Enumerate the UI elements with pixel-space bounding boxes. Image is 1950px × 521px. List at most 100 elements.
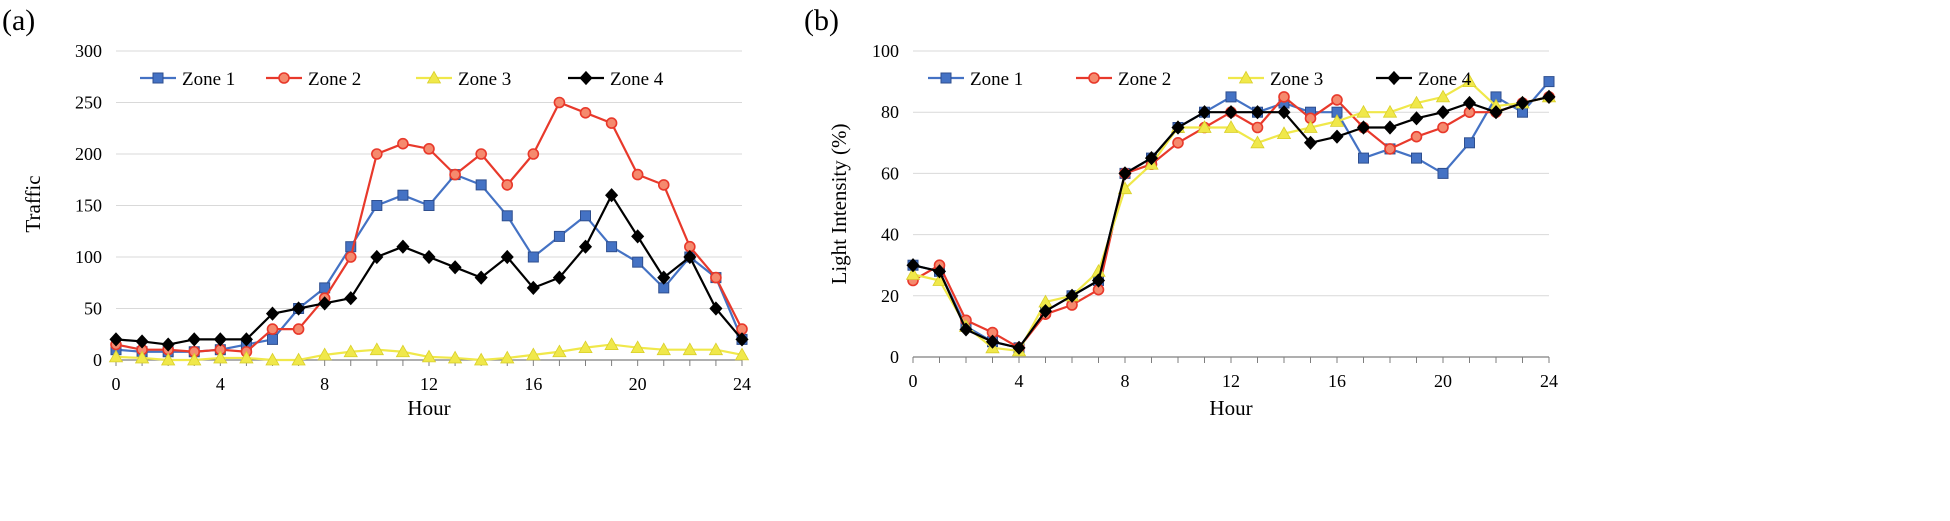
legend-label: Zone 1 [182,69,235,90]
data-point [1172,137,1184,149]
y-tick-label: 0 [890,347,899,367]
data-point [552,270,566,285]
data-point [265,306,280,321]
legend-label: Zone 2 [308,69,361,90]
data-point [317,347,332,361]
data-point [526,347,541,361]
data-point [1409,111,1424,126]
data-point [1411,152,1422,164]
data-point [475,179,487,191]
data-point [292,301,306,316]
data-point [1437,167,1449,179]
series-group-b [905,74,1557,357]
data-point [905,267,921,280]
legend-marker [940,72,952,84]
x-tick-label: 20 [629,374,647,394]
data-point [474,270,488,285]
data-point [473,352,489,366]
x-tick-label: 12 [420,374,438,394]
series-zone-3 [108,337,750,366]
y-tick-label: 40 [881,225,899,245]
legend-marker [152,72,164,84]
data-point [1329,114,1345,127]
data-point [396,239,410,254]
data-point [604,337,619,350]
data-point [187,352,202,366]
data-point [1409,95,1424,109]
data-point [239,350,254,364]
chart-panel-b: (b) 0 20 40 60 80 100 0 4 8 12 16 20 24 Zone 1 Zone 2… [804,4,1558,420]
y-tick-label: 100 [872,41,899,61]
data-point [527,148,540,160]
data-point [1277,105,1291,120]
data-point [1278,91,1290,103]
series-line [115,194,743,346]
data-point [500,350,515,364]
data-point [579,107,592,119]
data-point [213,332,227,347]
data-point [580,210,591,222]
x-tick-label: 8 [1121,371,1130,391]
legend-item-zone-1: Zone 1 [140,69,235,90]
legend-item-zone-3: Zone 3 [1228,69,1323,90]
data-point [985,334,1000,349]
data-point [605,188,619,203]
data-point [631,168,644,181]
data-point [632,256,644,268]
data-point [1224,105,1238,120]
series-line [115,101,743,353]
data-point [1303,120,1318,133]
data-point [423,200,435,211]
x-tick-label: 0 [909,371,918,391]
data-point [134,350,150,364]
data-point [1091,273,1106,288]
legend-item-zone-1: Zone 1 [928,69,1023,90]
data-point [371,148,383,160]
legend-b: Zone 1 Zone 2 Zone 3 Zone 4 [928,69,1472,90]
data-point [292,323,305,335]
data-point [1436,105,1450,120]
data-point [932,264,947,279]
data-point [423,143,435,155]
panel-label-a: (a) [2,4,35,37]
data-point [291,352,306,366]
data-point [1383,120,1397,135]
data-point [682,342,698,356]
data-point [527,251,539,263]
legend-a: Zone 1 Zone 2 Zone 3 Zone 4 [140,69,664,90]
x-tick-label: 8 [320,374,329,394]
data-point [370,249,384,265]
data-point [1435,89,1451,103]
data-point [657,179,670,191]
data-point [187,332,201,347]
series-line [912,95,1550,349]
legend-item-zone-4: Zone 4 [568,69,664,90]
legend-item-zone-3: Zone 3 [416,69,511,90]
data-point [606,241,618,253]
data-point [1197,105,1212,120]
data-point [1437,121,1449,134]
data-point [318,296,332,311]
data-point [710,271,722,284]
data-point [631,229,645,244]
data-point [553,96,566,109]
data-point [735,332,749,347]
data-point [1303,135,1318,150]
data-point [501,210,513,222]
data-point [1250,135,1265,149]
data-point [135,334,149,349]
data-point [161,337,175,352]
y-tick-label: 20 [881,286,899,306]
data-point [501,179,514,191]
legend-marker [278,72,290,84]
legend-label: Zone 3 [1270,69,1323,90]
legend-label: Zone 4 [1418,69,1472,90]
axes-b [912,356,1550,363]
data-point [109,332,123,347]
y-tick-label: 80 [881,102,899,122]
chart-panel-a: (a) 0 50 100 150 200 250 300 0 4 8 12 16 20 24 Zone 1… [2,4,751,420]
series-zone-2 [110,96,748,358]
data-point [397,189,409,201]
panel-label-b: (b) [804,4,839,37]
